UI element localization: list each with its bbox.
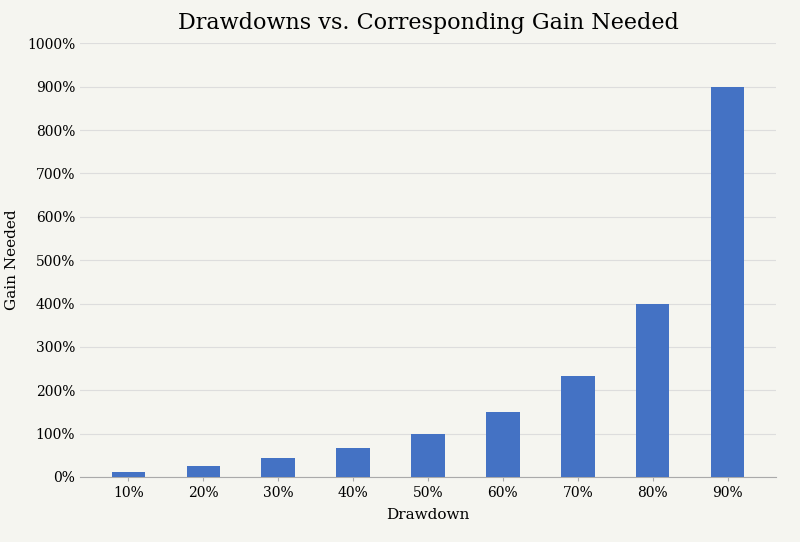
Bar <box>262 459 295 477</box>
X-axis label: Drawdown: Drawdown <box>386 508 470 522</box>
Bar <box>636 304 670 477</box>
Bar <box>710 87 744 477</box>
Bar <box>411 434 445 477</box>
Bar <box>336 448 370 477</box>
Bar <box>186 466 220 477</box>
Bar <box>561 376 594 477</box>
Bar <box>486 412 520 477</box>
Bar <box>112 472 146 477</box>
Title: Drawdowns vs. Corresponding Gain Needed: Drawdowns vs. Corresponding Gain Needed <box>178 12 678 35</box>
Y-axis label: Gain Needed: Gain Needed <box>5 210 18 311</box>
